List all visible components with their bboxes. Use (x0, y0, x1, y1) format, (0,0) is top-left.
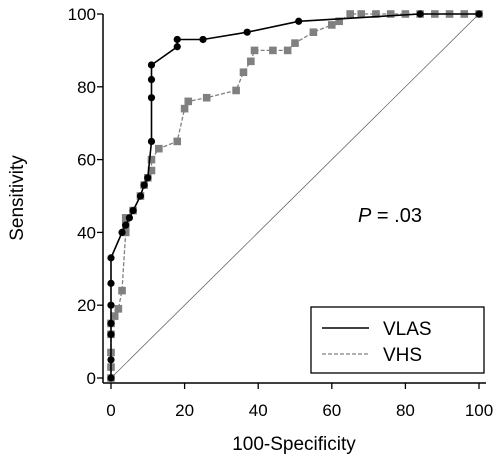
data-point-vhs (118, 286, 126, 295)
data-point-vhs (335, 17, 343, 26)
legend-label-vlas: VLAS (383, 319, 432, 340)
x-tick-label: 60 (322, 401, 341, 420)
data-point-vhs (372, 10, 380, 18)
x-axis-title: 100-Specificity (232, 434, 356, 455)
y-tick-label: 40 (77, 223, 96, 242)
data-point-vlas (147, 137, 156, 145)
x-tick-label: 80 (396, 401, 415, 420)
series-layer (107, 10, 483, 382)
data-point-vlas (107, 254, 115, 262)
data-point-vlas (416, 10, 424, 18)
y-tick-label: 0 (87, 369, 96, 388)
data-point-vlas (173, 35, 181, 44)
data-point-vhs (401, 10, 410, 18)
data-point-vhs (291, 39, 299, 47)
data-point-vhs (180, 104, 189, 113)
x-tick-label: 40 (249, 401, 268, 420)
legend-label-vhs: VHS (383, 345, 422, 366)
data-point-vlas (147, 75, 156, 84)
y-tick-label: 60 (77, 151, 96, 170)
data-point-vlas (147, 61, 156, 69)
data-point-vhs (232, 86, 240, 95)
data-point-vhs (147, 155, 156, 164)
data-point-vhs (184, 97, 193, 106)
data-point-vhs (121, 228, 130, 237)
data-point-vhs (386, 10, 395, 18)
data-point-vlas (147, 94, 156, 102)
data-point-vlas (122, 221, 130, 229)
data-point-vlas (136, 192, 145, 200)
reference-diagonal-line (110, 13, 480, 379)
data-point-vlas (107, 374, 115, 382)
data-point-vlas (107, 356, 115, 364)
data-point-vhs (173, 137, 182, 146)
tick-labels: 0 20 40 60 80 100 0 20 40 60 80 100 (68, 5, 494, 420)
data-point-vhs (155, 144, 163, 153)
data-point-vlas (107, 319, 115, 327)
data-point-vhs (121, 214, 130, 222)
x-tick-label: 20 (175, 401, 194, 420)
data-point-vhs (357, 10, 366, 18)
data-point-vlas (140, 181, 148, 189)
data-point-vlas (475, 10, 483, 18)
data-point-vlas (107, 301, 115, 309)
data-point-vhs (309, 28, 318, 36)
data-point-vhs (247, 57, 255, 66)
x-tick-label: 100 (465, 401, 493, 420)
series-vlas (107, 10, 483, 382)
data-point-vlas (107, 330, 115, 338)
data-point-vlas (118, 228, 126, 236)
data-point-vlas (295, 17, 303, 25)
x-tick-label: 0 (106, 401, 115, 420)
p-value-annotation: P = .03 (358, 205, 422, 227)
data-point-vhs (239, 68, 248, 77)
data-point-vlas (125, 214, 133, 222)
y-axis-title: Sensitivity (7, 155, 28, 241)
data-point-vhs (114, 305, 123, 313)
data-point-vhs (110, 312, 119, 320)
legend: VLAS VHS (310, 306, 485, 374)
data-point-vlas (129, 206, 137, 215)
y-tick-label: 20 (77, 296, 96, 315)
legend-box (310, 306, 485, 374)
data-point-vhs (202, 93, 211, 102)
data-point-vlas (144, 174, 152, 182)
y-tick-label: 80 (77, 78, 96, 97)
data-point-vhs (283, 46, 292, 55)
data-point-vhs (328, 21, 336, 29)
data-point-vlas (107, 279, 115, 287)
data-point-vhs (346, 10, 354, 18)
p-value-text: = .03 (371, 205, 422, 227)
data-point-vhs (250, 46, 259, 55)
data-point-vhs (269, 46, 277, 55)
data-point-vlas (199, 35, 207, 44)
data-point-vlas (173, 43, 181, 51)
y-tick-label: 100 (68, 5, 96, 24)
p-value-symbol: P (358, 205, 372, 227)
data-point-vhs (147, 166, 156, 175)
data-point-vlas (243, 28, 251, 36)
axes (97, 13, 486, 389)
